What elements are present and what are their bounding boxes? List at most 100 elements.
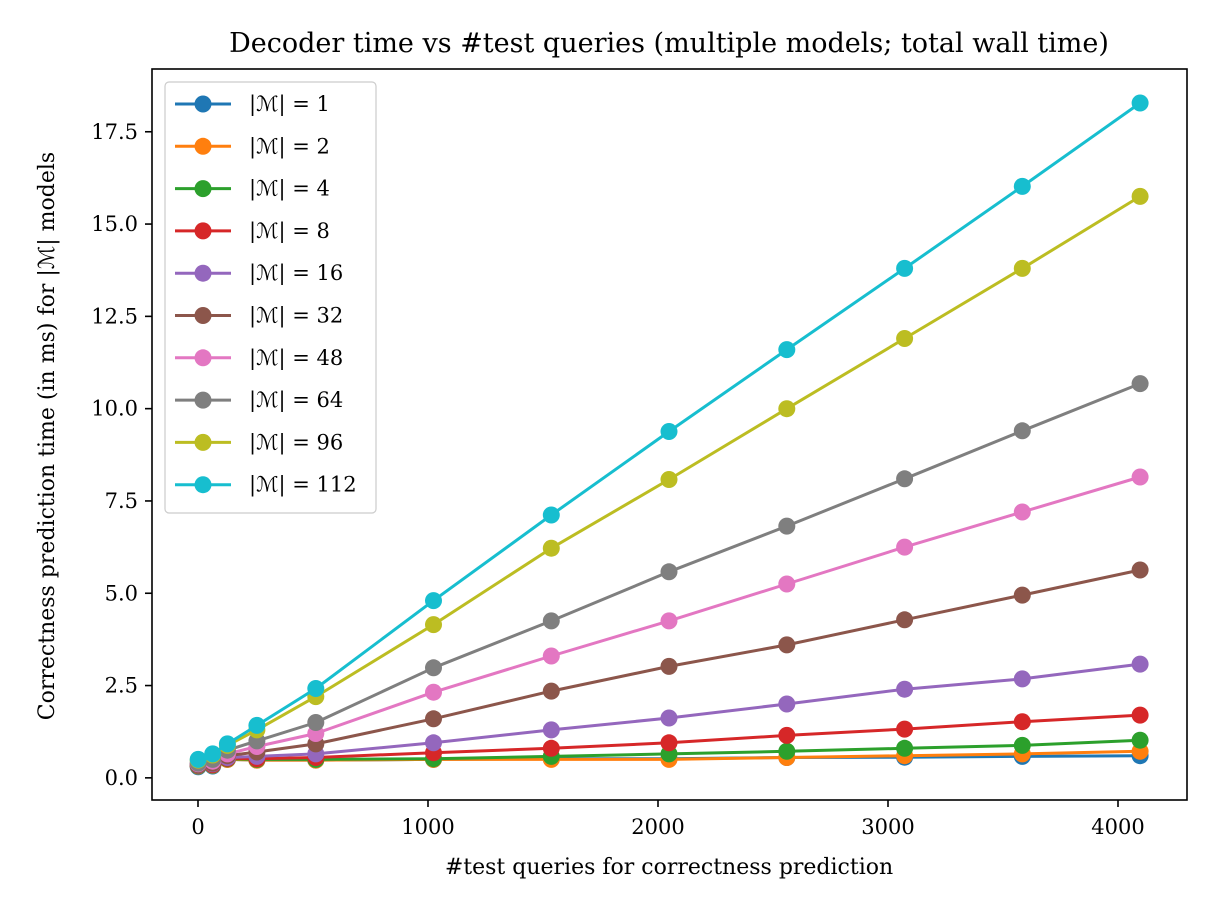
data-point <box>307 680 325 697</box>
data-point <box>660 734 678 752</box>
data-point <box>425 616 442 634</box>
data-point <box>1013 586 1031 604</box>
legend-label: |ℳ| = 16 <box>249 261 343 286</box>
chart-title: Decoder time vs #test queries (multiple … <box>229 28 1109 59</box>
x-tick-label: 0 <box>191 815 204 839</box>
x-tick-label: 3000 <box>861 815 914 839</box>
x-tick-label: 2000 <box>631 815 684 839</box>
data-point <box>425 710 442 728</box>
legend-label: |ℳ| = 8 <box>249 219 330 244</box>
x-tick-label: 4000 <box>1091 815 1144 839</box>
legend-marker <box>194 391 212 409</box>
data-point <box>778 695 796 713</box>
y-tick-label: 17.5 <box>91 120 138 144</box>
data-point <box>1013 177 1031 195</box>
legend-label: |ℳ| = 112 <box>249 473 357 498</box>
y-axis-label: Correctness prediction time (in ms) for … <box>35 152 60 720</box>
legend-label: |ℳ| = 1 <box>249 92 330 117</box>
legend-marker <box>194 433 212 451</box>
data-point <box>660 709 678 727</box>
y-tick-label: 0.0 <box>105 766 138 790</box>
data-point <box>896 470 914 488</box>
legend-label: |ℳ| = 48 <box>249 346 343 371</box>
data-point <box>1013 670 1031 688</box>
plot-layer <box>189 94 1149 776</box>
legend-label: |ℳ| = 32 <box>249 304 343 329</box>
legend-marker <box>194 180 212 198</box>
data-point <box>896 680 914 698</box>
data-point <box>896 611 914 629</box>
data-point <box>896 720 914 738</box>
data-point <box>248 716 266 734</box>
series-9 <box>189 94 1149 768</box>
legend-marker <box>194 95 212 113</box>
data-point <box>778 400 796 418</box>
data-point <box>660 657 678 675</box>
data-point <box>778 517 796 535</box>
data-point <box>1013 503 1031 521</box>
data-point <box>896 330 914 347</box>
legend-entry-9: |ℳ| = 112 <box>175 473 357 498</box>
data-point <box>189 750 207 768</box>
data-point <box>542 539 560 557</box>
data-point <box>218 735 236 753</box>
legend-marker <box>194 476 212 494</box>
data-point <box>896 259 914 277</box>
data-point <box>1013 422 1031 440</box>
data-point <box>1131 94 1149 112</box>
data-point <box>307 714 325 731</box>
data-point <box>660 563 678 581</box>
data-point <box>425 592 442 610</box>
y-tick-label: 2.5 <box>105 674 138 698</box>
x-tick-label: 1000 <box>401 815 454 839</box>
data-point <box>1013 713 1031 731</box>
data-point <box>1131 468 1149 486</box>
data-point <box>778 726 796 744</box>
legend-label: |ℳ| = 64 <box>249 388 343 413</box>
data-point <box>542 647 560 665</box>
data-point <box>1131 187 1149 205</box>
legend-label: |ℳ| = 2 <box>249 134 330 159</box>
data-point <box>896 538 914 556</box>
legend-marker <box>194 137 212 155</box>
y-tick-label: 15.0 <box>91 212 138 236</box>
data-point <box>1131 561 1149 579</box>
data-point <box>542 682 560 700</box>
data-point <box>1131 706 1149 724</box>
legend-entry-0: |ℳ| = 1 <box>175 92 330 117</box>
axes-frame <box>151 68 1188 801</box>
data-point <box>425 683 442 701</box>
data-point <box>542 506 560 524</box>
legend-marker <box>194 307 212 324</box>
data-point <box>1131 731 1149 749</box>
data-point <box>542 721 560 739</box>
legend-label: |ℳ| = 96 <box>249 430 343 455</box>
data-point <box>1013 736 1031 754</box>
y-tick-label: 7.5 <box>105 489 138 513</box>
data-point <box>1131 655 1149 673</box>
legend-entry-5: |ℳ| = 32 <box>175 304 343 329</box>
data-point <box>1013 259 1031 277</box>
legend-entry-4: |ℳ| = 16 <box>175 261 343 286</box>
legend: |ℳ| = 1 |ℳ| = 2 |ℳ| = 4 |ℳ| = 8 |ℳ| = 16 |ℳ| … <box>164 81 377 514</box>
data-point <box>542 612 560 630</box>
legend-entry-2: |ℳ| = 4 <box>175 177 330 202</box>
axes-layer: 0 1000 2000 3000 4000 0.0 2.5 5.0 7.5 10.0 12.5 15.… <box>91 68 1188 839</box>
data-point <box>896 739 914 757</box>
y-tick-label: 10.0 <box>91 397 138 421</box>
legend-marker <box>194 349 212 367</box>
y-tick-label: 5.0 <box>105 581 138 605</box>
data-point <box>778 636 796 654</box>
legend-entry-8: |ℳ| = 96 <box>175 430 343 455</box>
data-point <box>660 471 678 488</box>
legend-entry-7: |ℳ| = 64 <box>175 388 343 413</box>
legend-entry-6: |ℳ| = 48 <box>175 346 343 371</box>
data-point <box>778 575 796 593</box>
data-point <box>425 734 442 752</box>
legend-entry-3: |ℳ| = 8 <box>175 219 330 244</box>
data-point <box>778 341 796 359</box>
data-point <box>204 745 222 763</box>
y-tick-label: 12.5 <box>91 304 138 328</box>
data-point <box>660 612 678 630</box>
